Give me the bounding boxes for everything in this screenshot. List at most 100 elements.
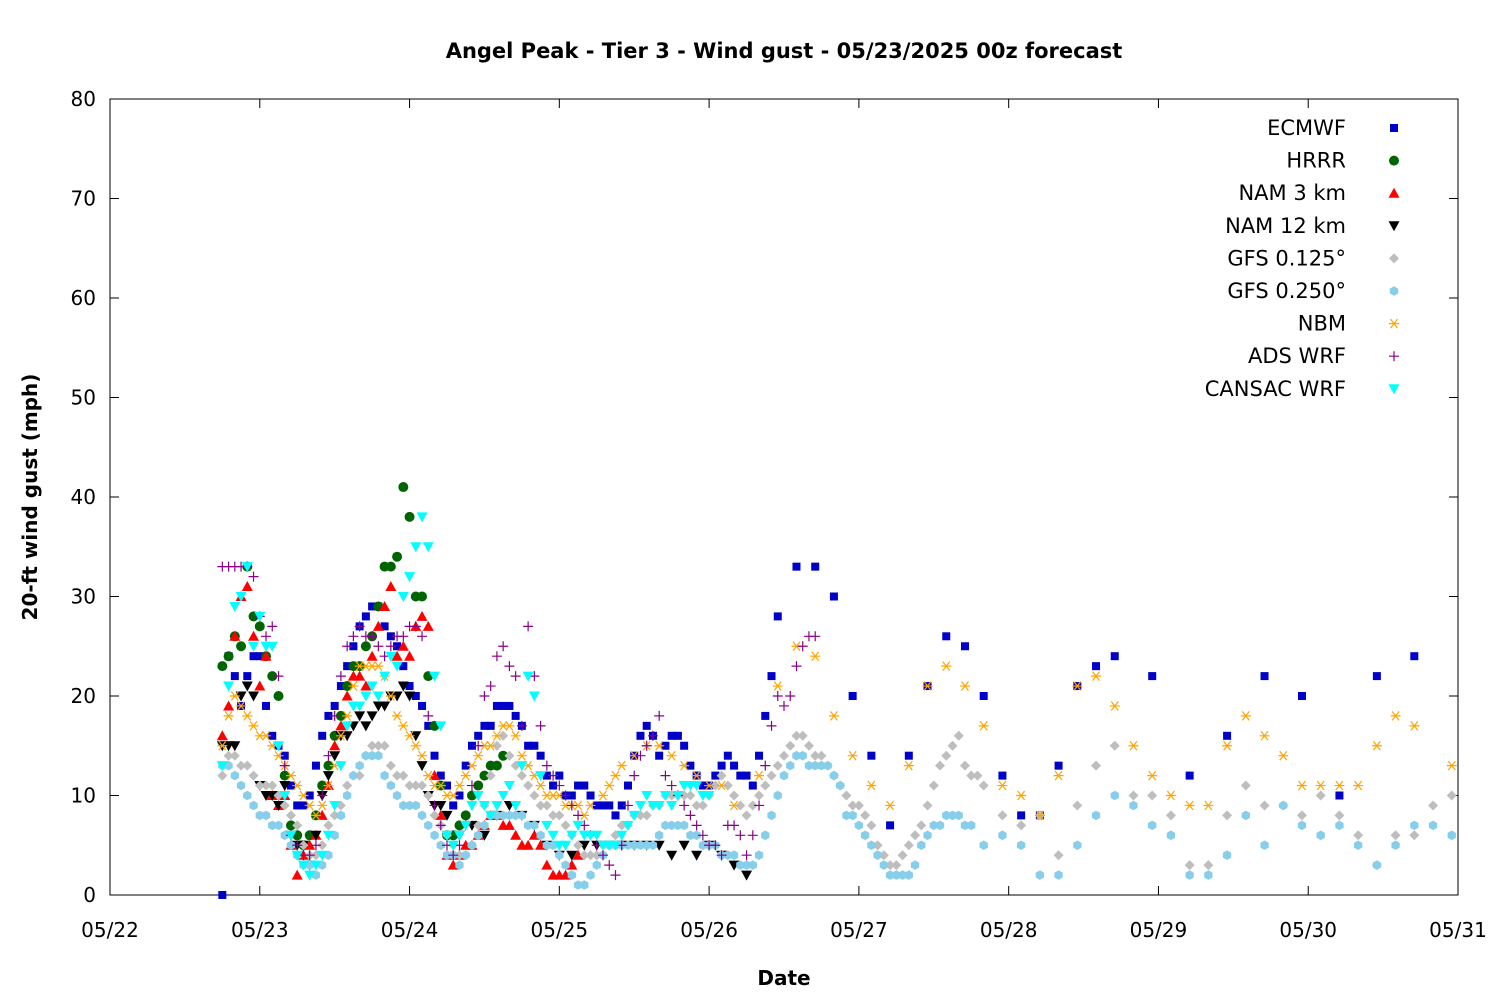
data-point — [223, 651, 234, 662]
data-point — [466, 760, 477, 771]
data-point — [360, 721, 372, 732]
data-point — [998, 771, 1007, 780]
data-point — [404, 511, 415, 522]
data-point — [923, 830, 932, 841]
data-point — [491, 651, 502, 662]
data-point — [229, 691, 240, 701]
data-point — [268, 731, 277, 740]
data-point — [217, 661, 228, 672]
data-point — [616, 830, 628, 841]
data-point — [1447, 830, 1456, 841]
data-point — [642, 840, 651, 850]
data-point — [904, 751, 913, 760]
data-point — [417, 631, 428, 642]
chart-title: Angel Peak - Tier 3 - Wind gust - 05/23/… — [446, 39, 1123, 63]
data-point — [349, 642, 358, 651]
data-point — [503, 781, 515, 792]
data-point — [436, 771, 445, 780]
x-tick-label: 05/24 — [381, 918, 439, 942]
data-point — [497, 791, 509, 801]
data-point — [330, 701, 339, 710]
data-point — [1147, 790, 1158, 801]
data-point — [530, 741, 539, 750]
legend: ECMWF HRRR NAM 3 km NAM 12 km GFS 0.125° GFS … — [1205, 116, 1400, 401]
data-point — [261, 780, 272, 791]
data-point — [529, 790, 540, 801]
data-point — [279, 760, 290, 771]
data-point — [680, 820, 689, 831]
data-point — [867, 840, 876, 850]
data-point — [879, 860, 888, 870]
data-point — [411, 692, 420, 700]
data-point — [498, 750, 509, 761]
data-point — [580, 880, 589, 890]
data-point — [903, 760, 914, 771]
data-point — [480, 721, 489, 730]
data-point — [1109, 701, 1120, 711]
data-point — [729, 790, 740, 801]
data-point — [1315, 790, 1326, 801]
data-point — [342, 641, 353, 652]
data-point — [666, 850, 678, 861]
data-point — [274, 820, 283, 831]
data-point — [248, 641, 260, 652]
data-point — [811, 562, 820, 571]
data-point — [385, 691, 396, 701]
data-point — [572, 820, 584, 831]
data-point — [361, 612, 370, 621]
data-point — [691, 820, 702, 831]
data-point — [510, 671, 521, 682]
data-point — [1316, 830, 1325, 841]
data-point — [254, 680, 266, 691]
data-point — [566, 850, 578, 861]
data-point — [1016, 820, 1027, 831]
data-point — [1129, 800, 1138, 811]
data-point — [404, 730, 415, 741]
data-point — [217, 770, 228, 781]
data-point — [810, 631, 821, 642]
data-point — [978, 720, 989, 731]
y-axis-title: 20-ft wind gust (mph) — [18, 374, 42, 621]
data-point — [1148, 672, 1157, 681]
data-point — [416, 610, 428, 621]
data-point — [449, 801, 458, 810]
x-tick-label: 05/26 — [680, 918, 738, 942]
data-point — [717, 761, 726, 770]
data-point — [622, 800, 633, 811]
data-point — [329, 710, 340, 721]
data-point — [229, 750, 240, 761]
data-point — [697, 800, 708, 811]
data-point — [460, 820, 472, 831]
data-point — [617, 801, 626, 810]
data-point — [286, 840, 296, 850]
data-point — [460, 770, 471, 781]
data-point — [385, 760, 396, 771]
data-point — [641, 810, 652, 821]
data-point — [1390, 711, 1401, 721]
data-points — [216, 482, 1457, 899]
data-point — [1035, 870, 1044, 880]
data-point — [654, 710, 665, 721]
data-point — [761, 830, 770, 841]
data-point — [499, 701, 508, 710]
data-point — [654, 740, 665, 751]
data-point — [866, 820, 877, 831]
data-point — [429, 671, 441, 682]
data-point — [255, 652, 264, 661]
data-point — [392, 770, 403, 781]
data-point — [853, 800, 864, 811]
data-point — [672, 791, 684, 801]
data-point — [1091, 760, 1102, 771]
data-point — [372, 620, 384, 631]
data-point — [997, 810, 1008, 821]
data-point — [223, 681, 235, 692]
data-point — [604, 860, 615, 871]
data-point — [373, 661, 384, 672]
data-point — [860, 810, 871, 821]
data-point — [417, 780, 428, 791]
data-point — [461, 850, 470, 860]
data-point — [335, 720, 347, 731]
data-point — [1354, 840, 1363, 850]
data-point — [341, 690, 353, 701]
data-point — [279, 781, 291, 792]
